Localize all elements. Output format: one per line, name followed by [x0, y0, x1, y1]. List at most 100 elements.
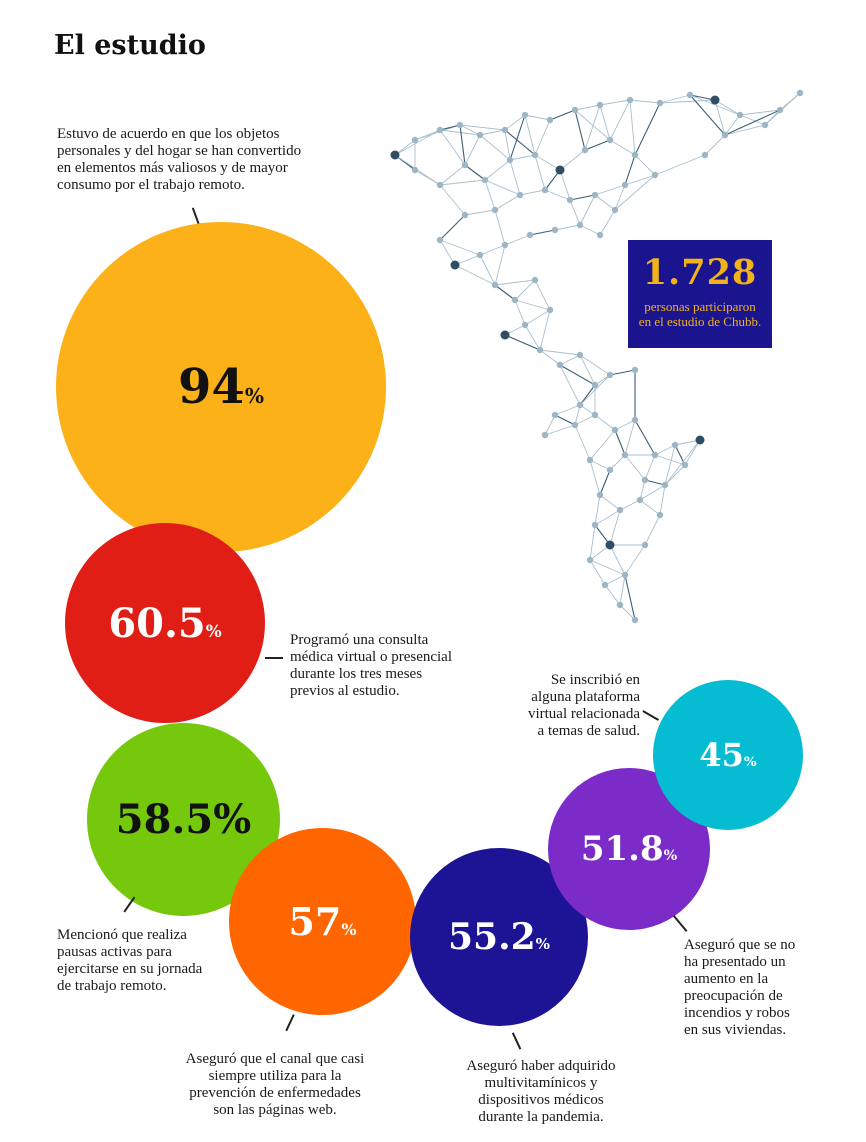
map-node — [701, 151, 709, 159]
map-node — [621, 181, 629, 189]
map-connection — [594, 184, 626, 196]
map-connection — [479, 134, 511, 161]
map-connection — [494, 194, 521, 211]
map-node — [591, 381, 599, 389]
map-connection — [704, 134, 726, 156]
map-node — [536, 346, 544, 354]
note-51-8-line: incendios y robos — [684, 1005, 790, 1021]
map-connection — [664, 439, 701, 486]
map-node — [586, 556, 594, 564]
map-connection — [639, 499, 661, 516]
map-node — [736, 111, 744, 119]
map-connection — [659, 99, 716, 104]
note-58-5-line: Mencionó que realiza — [57, 927, 187, 943]
map-connection — [439, 124, 461, 131]
map-connection — [594, 414, 616, 431]
note-45-line: a temas de salud. — [537, 723, 640, 739]
map-connection — [594, 509, 621, 526]
map-node — [621, 451, 629, 459]
map-connection — [439, 179, 486, 186]
note-60-5-line: previos al estudio. — [290, 683, 400, 699]
map-connection — [559, 364, 581, 406]
map-connection — [589, 429, 616, 461]
map-connection — [589, 459, 601, 496]
map-connection — [644, 454, 656, 481]
map-connection — [459, 124, 506, 131]
map-node — [436, 181, 444, 189]
note-58-5-line: ejercitarse en su jornada — [57, 961, 203, 977]
unit-57: % — [341, 920, 357, 939]
map-node — [631, 416, 639, 424]
map-connection — [504, 129, 511, 161]
map-connection — [514, 299, 526, 326]
note-55-2: Aseguró haber adquirido multivitamínicos… — [446, 1058, 636, 1126]
map-node — [436, 236, 444, 244]
map-connection — [609, 139, 636, 156]
map-connection — [779, 92, 801, 111]
map-connection — [619, 499, 641, 511]
map-connection — [459, 124, 466, 166]
map-node — [641, 541, 649, 549]
map-connection — [534, 154, 546, 191]
map-node — [571, 106, 579, 114]
map-connection — [549, 109, 576, 121]
map-connection — [629, 99, 636, 156]
map-node — [581, 146, 589, 154]
map-connection — [439, 164, 466, 186]
circle-94: 94% — [56, 222, 386, 552]
map-connection — [514, 299, 551, 311]
note-45-line: virtual relacionada — [527, 706, 640, 722]
map-node — [636, 496, 644, 504]
map-connection — [634, 154, 656, 176]
map-connection — [654, 444, 676, 456]
map-connection — [484, 179, 521, 196]
map-connection — [494, 244, 506, 286]
circle-60-5: 60.5% — [65, 523, 265, 723]
map-connection — [524, 324, 541, 351]
map-connection — [529, 229, 556, 236]
map-node — [591, 191, 599, 199]
map-connection — [664, 444, 676, 486]
note-60-5: Programó una consulta médica virtual o p… — [290, 632, 490, 700]
map-node — [491, 281, 499, 289]
unit-94: % — [244, 384, 264, 408]
map-node — [606, 371, 614, 379]
map-connection — [494, 284, 516, 301]
map-node — [521, 111, 529, 119]
map-connection — [439, 239, 481, 256]
map-connection — [514, 279, 536, 301]
map-node — [616, 601, 624, 609]
map-node — [616, 506, 624, 514]
note-94: Estuvo de acuerdo en que los objetos per… — [57, 126, 327, 194]
map-connection — [624, 454, 646, 481]
map-node — [456, 121, 464, 129]
map-connection — [624, 544, 646, 576]
map-connection — [604, 574, 626, 586]
map-node — [576, 401, 584, 409]
map-connection — [534, 279, 551, 311]
map-connection — [609, 99, 631, 141]
map-node — [605, 540, 615, 550]
map-connection — [624, 174, 656, 186]
note-94-line: consumo por el trabajo remoto. — [57, 177, 245, 193]
map-connection — [439, 129, 466, 166]
map-connection — [659, 94, 691, 104]
map-connection — [574, 404, 581, 426]
map-node — [516, 191, 524, 199]
map-connection — [624, 574, 636, 621]
map-connection — [574, 424, 591, 461]
map-connection — [414, 124, 461, 141]
map-node — [461, 211, 469, 219]
map-node — [586, 456, 594, 464]
map-connection — [524, 309, 551, 326]
map-connection — [619, 574, 626, 606]
map-node — [556, 361, 564, 369]
unit-60-5: % — [205, 620, 222, 641]
map-connection — [464, 134, 481, 166]
value-51-8: 51.8 — [580, 829, 664, 869]
map-node — [531, 151, 539, 159]
map-node — [501, 241, 509, 249]
map-connection — [559, 169, 571, 201]
map-node — [656, 511, 664, 519]
map-node — [591, 521, 599, 529]
